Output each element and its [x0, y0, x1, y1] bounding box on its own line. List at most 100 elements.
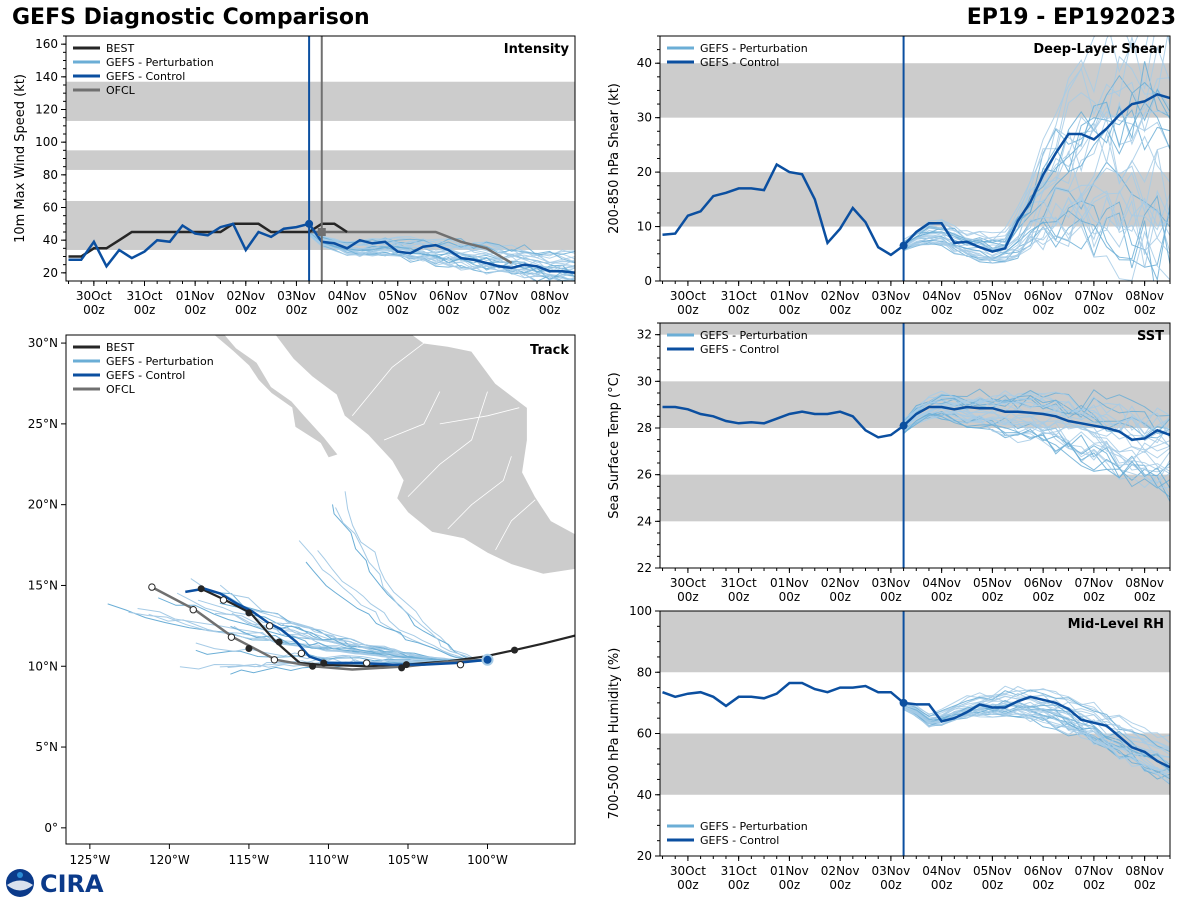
ensemble-member-line	[308, 227, 575, 264]
legend-label: GEFS - Control	[700, 343, 779, 356]
x-tick-label-date: 02Nov	[821, 289, 860, 303]
control-line	[662, 405, 1170, 441]
state-border	[383, 391, 441, 441]
x-tick-label-hour: 00z	[1134, 303, 1156, 317]
state-border	[351, 342, 425, 417]
rh-chart: 2040608010030Oct00z31Oct00z01Nov00z02Nov…	[607, 604, 1171, 892]
ofcl-line	[309, 230, 513, 265]
ensemble-member-line	[903, 412, 1170, 484]
ofcl-track-point	[297, 649, 306, 658]
ofcl-init-marker	[317, 228, 326, 236]
y-tick-label: 5°N	[35, 740, 58, 754]
legend-label: GEFS - Control	[700, 834, 779, 847]
control-track-line	[185, 587, 488, 666]
init-position-marker	[481, 653, 494, 666]
x-tick-label-date: 06Nov	[1024, 289, 1063, 303]
x-tick-label-date: 08Nov	[1125, 576, 1164, 590]
ensemble-member-line	[903, 216, 1170, 281]
legend-label: GEFS - Perturbation	[106, 56, 214, 69]
x-tick-label-date: 03Nov	[872, 576, 911, 590]
threshold-band	[660, 474, 1170, 522]
x-tick-label-date: 04Nov	[922, 576, 961, 590]
ensemble-member-line	[903, 407, 1170, 471]
ensemble-member-line	[903, 708, 1170, 771]
ofcl-track-point	[189, 605, 197, 614]
x-tick-label-date: 08Nov	[1125, 864, 1164, 878]
best-track-point	[197, 585, 205, 593]
y-axis-label: 10m Max Wind Speed (kt)	[13, 74, 28, 243]
y-tick-label: 40	[43, 233, 58, 247]
threshold-band	[660, 323, 1170, 335]
legend-label: GEFS - Perturbation	[700, 42, 808, 55]
y-tick-label: 80	[637, 665, 652, 679]
x-tick-label-hour: 00z	[286, 303, 308, 317]
ensemble-member-line	[903, 689, 1170, 753]
ensemble-member-line	[903, 394, 1170, 434]
x-tick-label: 110°W	[308, 853, 349, 867]
x-tick-label-hour: 00z	[880, 590, 902, 604]
panel-title: Track	[530, 343, 569, 358]
state-border	[447, 456, 512, 530]
y-tick-label: 28	[637, 421, 652, 435]
x-tick-label-date: 07Nov	[1075, 289, 1114, 303]
x-tick-label-date: 06Nov	[429, 289, 468, 303]
x-tick-label-hour: 00z	[880, 878, 902, 892]
y-tick-label: 0°	[44, 821, 58, 835]
x-tick-label-date: 06Nov	[1024, 864, 1063, 878]
shear-chart: 01020304030Oct00z31Oct00z01Nov00z02Nov00…	[607, 35, 1171, 317]
x-tick-label-hour: 00z	[931, 878, 953, 892]
state-border	[495, 499, 536, 551]
x-tick-label-date: 01Nov	[176, 289, 215, 303]
ensemble-member-line	[903, 398, 1170, 442]
x-tick-label-date: 04Nov	[328, 289, 367, 303]
init-marker	[305, 219, 314, 228]
best-track-point	[245, 644, 253, 652]
best-track-line	[68, 222, 348, 258]
x-tick-label-hour: 00z	[1083, 878, 1105, 892]
y-tick-label: 100	[629, 604, 652, 618]
x-tick-label-date: 05Nov	[973, 289, 1012, 303]
panel-title: Deep-Layer Shear	[1033, 42, 1164, 57]
y-tick-label: 20°N	[28, 498, 58, 512]
ensemble-member-line	[903, 685, 1170, 744]
legend-label: GEFS - Perturbation	[700, 820, 808, 833]
panel-title: Intensity	[504, 42, 570, 57]
x-tick-label-hour: 00z	[982, 590, 1004, 604]
x-tick-label-date: 01Nov	[770, 289, 809, 303]
y-tick-label: 22	[637, 561, 652, 575]
y-tick-label: 160	[35, 37, 58, 51]
ensemble-member-line	[903, 413, 1170, 489]
ensemble-member-track	[344, 491, 486, 662]
control-line	[662, 92, 1170, 257]
x-tick-label-date: 07Nov	[1075, 576, 1114, 590]
y-tick-label: 40	[637, 788, 652, 802]
ensemble-member-line	[903, 103, 1170, 250]
x-tick-label-date: 02Nov	[821, 864, 860, 878]
x-tick-label-hour: 00z	[931, 590, 953, 604]
x-tick-label-date: 30Oct	[76, 289, 112, 303]
x-tick-label-date: 02Nov	[821, 576, 860, 590]
y-tick-label: 10	[637, 220, 652, 234]
cira-logo-text: CIRA	[40, 870, 104, 898]
intensity-chart: 2040608010012014016030Oct00z31Oct00z01No…	[13, 35, 576, 317]
y-tick-label: 20	[43, 266, 58, 280]
x-tick-label: 115°W	[229, 853, 270, 867]
legend-label: GEFS - Control	[106, 369, 185, 382]
legend-label: GEFS - Control	[700, 56, 779, 69]
x-tick-label: 100°W	[467, 853, 508, 867]
best-track-point	[398, 664, 406, 672]
mexico-landmass	[220, 335, 575, 575]
y-tick-label: 60	[43, 201, 58, 215]
x-tick-label-hour: 00z	[779, 303, 801, 317]
ofcl-track-point	[270, 656, 279, 664]
legend-label: BEST	[106, 42, 134, 55]
y-tick-label: 60	[637, 727, 652, 741]
ensemble-member-line	[903, 212, 1155, 281]
x-tick-label-hour: 00z	[829, 590, 851, 604]
ensemble-member-line	[903, 395, 1170, 435]
threshold-band	[660, 63, 1170, 118]
best-track-point	[275, 638, 283, 646]
x-tick-label-hour: 00z	[134, 303, 156, 317]
x-tick-label-date: 03Nov	[277, 289, 316, 303]
